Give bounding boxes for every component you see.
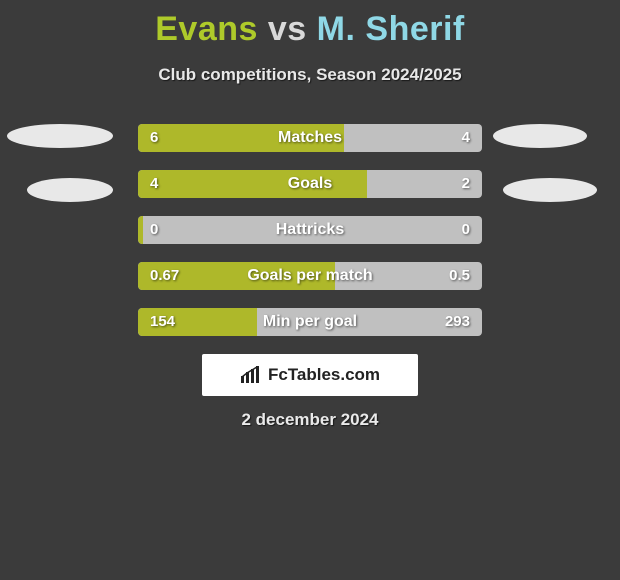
stat-rows-container: Matches64Goals42Hattricks00Goals per mat… bbox=[0, 124, 620, 354]
subtitle: Club competitions, Season 2024/2025 bbox=[0, 65, 620, 85]
brand-badge: FcTables.com bbox=[202, 354, 418, 396]
stat-bar-fill bbox=[138, 308, 257, 336]
player1-name: Evans bbox=[155, 10, 258, 48]
stat-bar-track bbox=[138, 170, 482, 198]
stat-bar-track bbox=[138, 262, 482, 290]
snapshot-date: 2 december 2024 bbox=[0, 410, 620, 430]
stat-row: Goals per match0.670.5 bbox=[0, 262, 620, 290]
comparison-title: Evans vs M. Sherif bbox=[0, 0, 620, 49]
stat-bar-track bbox=[138, 124, 482, 152]
stat-row: Hattricks00 bbox=[0, 216, 620, 244]
stat-bar-track bbox=[138, 216, 482, 244]
side-ellipse-marker bbox=[7, 124, 113, 148]
side-ellipse-marker bbox=[27, 178, 113, 202]
side-ellipse-marker bbox=[503, 178, 597, 202]
stat-bar-fill bbox=[138, 262, 335, 290]
player2-name: M. Sherif bbox=[317, 10, 465, 48]
stat-bar-fill bbox=[138, 216, 143, 244]
vs-label: vs bbox=[268, 10, 307, 48]
stat-bar-fill bbox=[138, 170, 367, 198]
side-ellipse-marker bbox=[493, 124, 587, 148]
stat-bar-track bbox=[138, 308, 482, 336]
stat-bar-fill bbox=[138, 124, 344, 152]
brand-text: FcTables.com bbox=[268, 365, 380, 385]
stat-row: Min per goal154293 bbox=[0, 308, 620, 336]
bar-chart-icon bbox=[240, 366, 262, 384]
